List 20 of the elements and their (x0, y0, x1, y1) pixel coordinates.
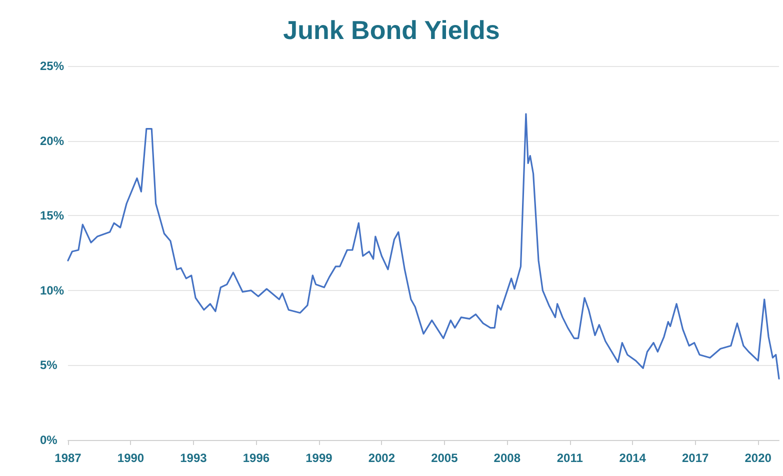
x-tick-label: 2017 (682, 451, 710, 465)
x-tick-label: 1987 (54, 451, 82, 465)
x-tick-label: 1990 (117, 451, 144, 465)
y-tick-label: 20% (40, 134, 64, 148)
y-tick-label: 0% (40, 433, 58, 447)
line-series (67, 113, 780, 380)
x-tick-label: 2008 (494, 451, 521, 465)
x-tick-label: 2014 (619, 451, 646, 465)
x-tick-label: 1999 (306, 451, 333, 465)
y-tick-label: 5% (40, 358, 58, 372)
chart-title: Junk Bond Yields (283, 15, 500, 45)
y-tick-label: 10% (40, 283, 64, 298)
x-tick-label: 2020 (744, 451, 772, 465)
x-tick-label: 2005 (431, 451, 458, 465)
y-tick-label: 25% (40, 59, 64, 73)
x-tick-label: 2011 (556, 451, 584, 465)
x-tick-label: 1993 (180, 451, 208, 465)
y-tick-label: 15% (40, 208, 64, 223)
x-tick-label: 2002 (368, 451, 396, 465)
x-tick-label: 1996 (242, 451, 270, 465)
